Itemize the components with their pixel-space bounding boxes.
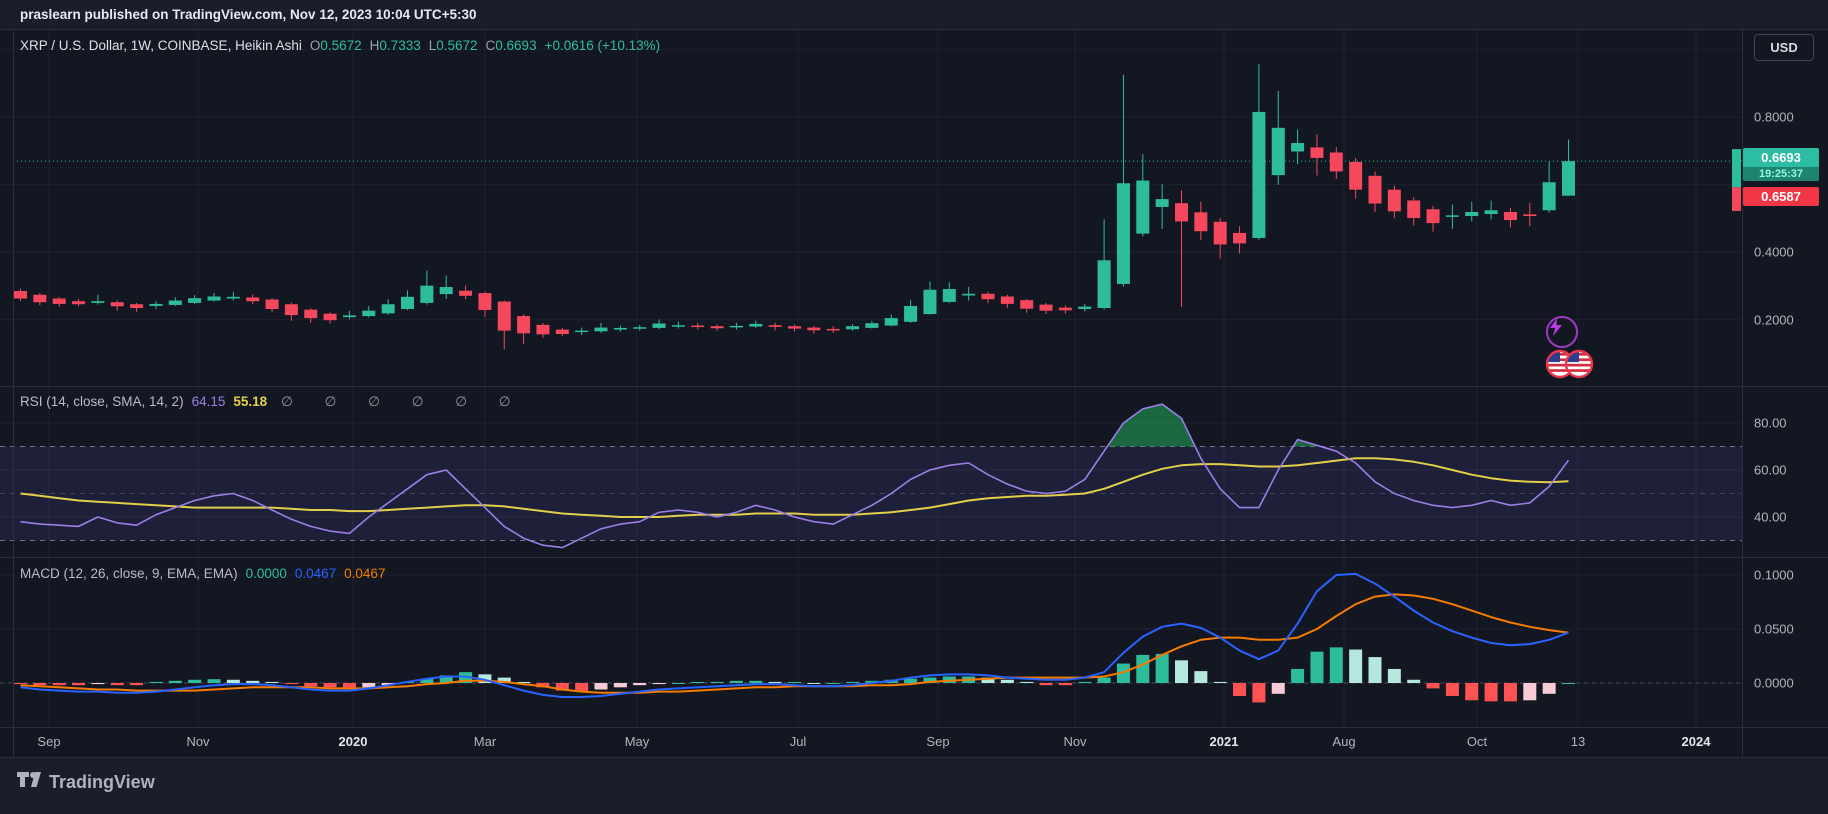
time-label: 2024 (1681, 734, 1711, 749)
tradingview-logo-icon (17, 772, 41, 787)
close-label: C (485, 38, 496, 53)
time-label: May (624, 734, 650, 749)
rsi-empty-slots: ∅ ∅ ∅ ∅ ∅ ∅ (281, 394, 525, 409)
open-label: O (309, 38, 321, 53)
axis-tick: 0.2000 (1754, 312, 1794, 328)
axis-tick: 40.00 (1754, 509, 1787, 525)
rsi-title: RSI (14, close, SMA, 14, 2) (20, 394, 184, 409)
macd-hist-value: 0.0000 (245, 566, 287, 581)
time-label: Aug (1332, 734, 1356, 749)
price-axis-border (1742, 29, 1743, 757)
rsi-pane[interactable]: RSI (14, close, SMA, 14, 2) 64.15 55.18 … (0, 386, 1742, 557)
time-label: Sep (37, 734, 61, 749)
axis-tick: 0.4000 (1754, 244, 1794, 260)
rsi-value: 64.15 (191, 394, 226, 409)
time-label: 2021 (1209, 734, 1239, 749)
lightning-idea-icon[interactable] (1546, 316, 1578, 348)
axis-tick: 80.00 (1754, 415, 1787, 431)
price-axis[interactable]: USD 0.6693 19:25:37 0.6587 0.8000 0.4000 0… (1742, 29, 1828, 757)
time-label: Nov (186, 734, 210, 749)
main-price-pane[interactable]: XRP / U.S. Dollar, 1W, COINBASE, Heikin … (0, 29, 1742, 386)
frame-bottom-border (0, 757, 1828, 758)
axis-tick: 0.0000 (1754, 675, 1794, 691)
tradingview-logo[interactable]: TradingView (16, 771, 155, 793)
pane-separator[interactable] (0, 386, 1828, 387)
close-value: 0.6693 (495, 38, 537, 53)
pane-separator (0, 29, 1828, 30)
low-label: L (428, 38, 437, 53)
change-value: +0.0616 (+10.13%) (544, 38, 661, 53)
frame-left-border (13, 29, 14, 757)
prev-price-badge: 0.6587 (1743, 187, 1819, 206)
rsi-legend: RSI (14, close, SMA, 14, 2) 64.15 55.18 … (20, 394, 524, 410)
macd-pane[interactable]: MACD (12, 26, close, 9, EMA, EMA) 0.0000… (0, 557, 1742, 727)
macd-legend: MACD (12, 26, close, 9, EMA, EMA) 0.0000… (20, 566, 385, 581)
axis-tick: 60.00 (1754, 462, 1787, 478)
bar-countdown: 19:25:37 (1743, 167, 1819, 181)
time-label: 2020 (338, 734, 368, 749)
tradingview-logo-text: TradingView (49, 771, 155, 792)
macd-signal-value: 0.0467 (344, 566, 386, 581)
time-axis[interactable]: Sep Nov 2020 Mar May Jul Sep Nov 2021 Aug Oct 13 202… (0, 727, 1742, 757)
publish-attribution: praslearn published on TradingView.com, … (0, 0, 1828, 29)
high-value: 0.7333 (379, 38, 421, 53)
open-value: 0.5672 (320, 38, 362, 53)
last-price-badge: 0.6693 19:25:37 (1743, 148, 1819, 181)
macd-line-value: 0.0467 (294, 566, 337, 581)
axis-tick: 0.1000 (1754, 567, 1794, 583)
low-value: 0.5672 (436, 38, 478, 53)
symbol-legend: XRP / U.S. Dollar, 1W, COINBASE, Heikin … (20, 38, 660, 53)
time-label: Nov (1063, 734, 1087, 749)
symbol-title: XRP / U.S. Dollar, 1W, COINBASE, Heikin … (20, 38, 302, 53)
footer-strip: TradingView (0, 757, 1828, 814)
high-label: H (369, 38, 380, 53)
time-label: Jul (789, 734, 807, 749)
axis-tick: 0.8000 (1754, 109, 1794, 125)
time-label: Oct (1466, 734, 1488, 749)
currency-usd-button[interactable]: USD (1754, 34, 1814, 61)
pane-separator[interactable] (0, 557, 1828, 558)
time-label: Mar (473, 734, 497, 749)
axis-tick: 0.0500 (1754, 621, 1794, 637)
prev-price-value: 0.6587 (1761, 189, 1801, 204)
macd-title: MACD (12, 26, close, 9, EMA, EMA) (20, 566, 238, 581)
time-label: Sep (926, 734, 950, 749)
rsi-ma-value: 55.18 (233, 394, 268, 409)
axis-separator (0, 727, 1828, 728)
chart-background (0, 29, 1828, 757)
last-price-value: 0.6693 (1761, 150, 1801, 165)
time-label: 13 (1570, 734, 1586, 749)
